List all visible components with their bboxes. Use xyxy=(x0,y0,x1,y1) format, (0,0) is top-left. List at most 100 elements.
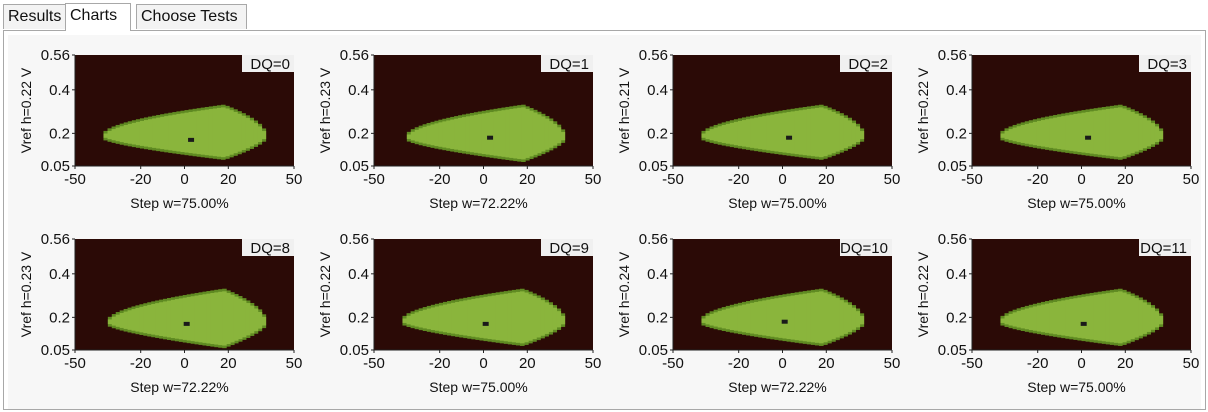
eye-column xyxy=(139,306,144,333)
eye-column xyxy=(188,112,194,154)
dq-label: DQ=0 xyxy=(250,56,290,73)
eye-column xyxy=(1085,296,1091,340)
x-tick-label: -20 xyxy=(728,355,750,372)
eye-column xyxy=(774,113,780,152)
center-marker xyxy=(188,137,195,142)
eye-column xyxy=(1150,123,1156,145)
charts-grid: DQ=0 0.56 0.4 0.2 0.05 -50 -20 0 20 50 Step w=75.0… xyxy=(8,35,1201,409)
eye-column xyxy=(556,311,562,328)
eye-column xyxy=(451,302,456,334)
y-tick-label: 0.05 xyxy=(340,158,369,175)
dq-label-box xyxy=(840,239,892,256)
eye-column xyxy=(115,314,121,327)
eye-column xyxy=(1130,296,1135,340)
eye-column xyxy=(1040,120,1046,147)
x-tick-label: 20 xyxy=(220,171,237,188)
eye-column xyxy=(729,122,735,145)
eye-column xyxy=(220,107,226,158)
dq-label-box xyxy=(242,55,294,72)
eye-region xyxy=(701,107,865,158)
eye-column xyxy=(556,127,562,144)
eye-column xyxy=(1101,293,1107,342)
eye-column xyxy=(471,298,476,337)
eye-column xyxy=(430,124,436,146)
eye-chart-svg: DQ=1 0.56 0.4 0.2 0.05-50 -20 0 20 50 Step w=72.2… xyxy=(317,47,602,211)
dq-label: DQ=8 xyxy=(250,240,290,257)
tab-results[interactable]: Results xyxy=(3,4,66,29)
eye-column xyxy=(462,117,467,151)
eye-chart: DQ=3 0.56 0.4 0.2 0.05 -50 -20 0 20 50 Step w=75.0… xyxy=(905,35,1203,219)
eye-column xyxy=(176,113,182,152)
eye-region xyxy=(1000,291,1164,344)
eye-column xyxy=(717,310,723,328)
eye-column xyxy=(509,108,514,158)
eye-column xyxy=(705,315,711,325)
eye-column xyxy=(855,126,861,142)
eye-column xyxy=(115,127,121,142)
eye-column xyxy=(148,119,153,148)
eye-column xyxy=(1154,311,1160,328)
eye-column xyxy=(180,113,186,153)
eye-column xyxy=(1045,119,1050,148)
eye-column xyxy=(261,316,267,326)
eye-column xyxy=(1020,309,1026,329)
eye-column xyxy=(770,114,775,151)
eye-column xyxy=(1057,116,1062,150)
eye-column xyxy=(245,303,251,336)
eye-column xyxy=(1061,300,1066,336)
eye-column xyxy=(766,115,771,151)
eye-column xyxy=(1130,111,1135,154)
eye-column xyxy=(1117,107,1123,158)
eye-column xyxy=(200,110,206,155)
eye-column xyxy=(818,107,824,158)
eye-column xyxy=(1081,296,1087,339)
eye-region xyxy=(701,291,865,344)
eye-column xyxy=(851,307,857,330)
eye-column xyxy=(208,109,214,156)
eye-column xyxy=(447,303,452,333)
eye-column xyxy=(156,117,161,149)
eye-column xyxy=(709,313,715,326)
y-tick-label: 0.2 xyxy=(946,125,967,142)
eye-column xyxy=(802,293,808,342)
eye-column xyxy=(190,296,196,342)
eye-column xyxy=(1073,298,1079,338)
eye-column xyxy=(170,299,176,339)
eye-column xyxy=(528,294,533,341)
y-tick-label: 0.4 xyxy=(49,82,70,99)
tab-choose-tests[interactable]: Choose Tests xyxy=(136,4,247,29)
eye-column xyxy=(519,291,525,344)
x-tick-label: -50 xyxy=(363,355,385,372)
eye-column xyxy=(127,123,133,144)
y-tick-label: 0.4 xyxy=(946,82,967,99)
eye-column xyxy=(119,126,125,143)
eye-column xyxy=(1097,294,1103,341)
x-tick-label: -50 xyxy=(363,171,385,188)
x-tick-label: -50 xyxy=(662,171,684,188)
eye-column xyxy=(1004,130,1010,140)
eye-column xyxy=(164,116,169,150)
eye-column xyxy=(237,113,242,152)
eye-column xyxy=(139,120,145,146)
y-axis-label: Vref h=0.22 V xyxy=(18,67,34,153)
eye-column xyxy=(517,107,522,159)
y-tick-label: 0.2 xyxy=(49,309,70,326)
tab-charts[interactable]: Charts xyxy=(65,3,131,31)
eye-column xyxy=(182,297,188,340)
eye-chart: DQ=8 0.56 0.4 0.2 0.05 -50 -20 0 20 50 Step w=72.2… xyxy=(8,219,306,403)
eye-column xyxy=(1134,298,1139,338)
eye-chart: DQ=11 0.56 0.4 0.2 0.05 -50 -20 0 20 50 Step w=75.… xyxy=(905,219,1203,403)
x-tick-label: 0 xyxy=(180,171,188,188)
eye-column xyxy=(1093,110,1099,155)
eye-column xyxy=(1142,117,1147,149)
x-tick-label: 50 xyxy=(585,171,602,188)
x-axis-label: Step w=75.00% xyxy=(130,195,228,211)
y-tick-label: 0.4 xyxy=(348,266,369,283)
eye-column xyxy=(455,301,460,335)
eye-column xyxy=(560,132,566,141)
eye-column xyxy=(746,119,751,148)
eye-column xyxy=(1142,302,1147,334)
eye-column xyxy=(406,134,412,139)
y-tick-label: 0.2 xyxy=(348,125,369,142)
eye-column xyxy=(418,310,424,328)
